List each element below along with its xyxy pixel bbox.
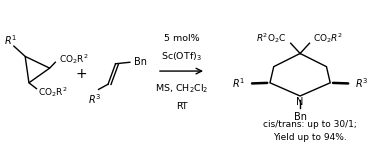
Text: cis/trans: up to 30/1;: cis/trans: up to 30/1; [263, 120, 356, 129]
Text: Yield up to 94%.: Yield up to 94%. [273, 133, 346, 142]
Text: N: N [296, 97, 304, 107]
Text: $R^{2}$O$_2$C: $R^{2}$O$_2$C [257, 31, 287, 45]
Text: Bn: Bn [134, 57, 147, 67]
Text: CO$_2$R$^2$: CO$_2$R$^2$ [38, 85, 68, 99]
Text: CO$_2$R$^2$: CO$_2$R$^2$ [59, 52, 88, 66]
Text: CO$_2$$R^{2}$: CO$_2$$R^{2}$ [313, 31, 343, 45]
Text: +: + [76, 67, 87, 81]
Text: MS, CH$_2$Cl$_2$: MS, CH$_2$Cl$_2$ [155, 82, 208, 95]
Text: $R^{3}$: $R^{3}$ [355, 77, 368, 90]
Text: Bn: Bn [294, 112, 307, 122]
Text: RT: RT [176, 102, 187, 111]
Text: $R^{3}$: $R^{3}$ [88, 92, 102, 106]
Text: 5 mol%: 5 mol% [164, 34, 199, 43]
Text: $R^{1}$: $R^{1}$ [232, 77, 245, 90]
Text: $R^{1}$: $R^{1}$ [4, 33, 17, 47]
Text: Sc(OTf)$_3$: Sc(OTf)$_3$ [161, 50, 202, 63]
